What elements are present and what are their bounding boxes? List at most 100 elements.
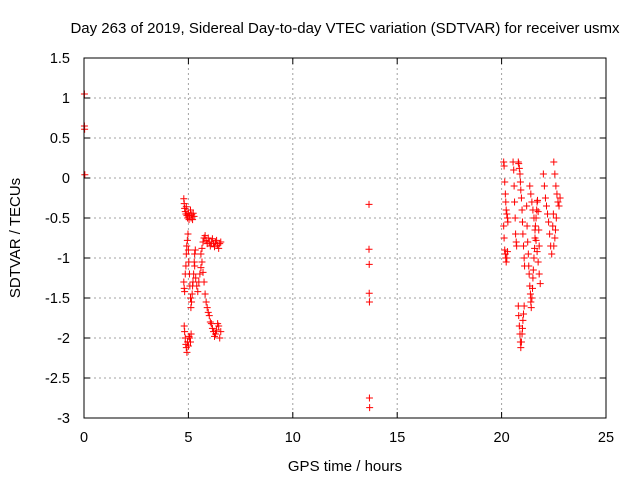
data-point <box>198 244 206 252</box>
data-point <box>544 210 552 218</box>
plot-frame <box>83 57 607 419</box>
data-point <box>197 264 205 272</box>
data-point <box>517 344 525 352</box>
y-tick-label: -2 <box>57 331 70 347</box>
chart-title: Day 263 of 2019, Sidereal Day-to-day VTE… <box>70 20 620 37</box>
data-point <box>211 243 218 251</box>
data-point <box>520 242 528 250</box>
data-point <box>194 288 202 296</box>
data-point <box>517 338 525 346</box>
data-point <box>534 208 542 216</box>
data-point <box>515 164 523 172</box>
data-point <box>213 236 221 244</box>
data-point <box>528 198 536 206</box>
data-point <box>541 194 549 202</box>
data-point <box>516 170 524 178</box>
data-point <box>365 289 373 297</box>
data-point <box>184 230 192 238</box>
grid <box>84 58 606 418</box>
data-point <box>504 218 512 226</box>
data-point <box>527 304 535 312</box>
data-point <box>553 190 561 198</box>
data-point <box>517 194 525 202</box>
y-axis-label: SDTVAR / TECUs <box>7 178 24 298</box>
data-point <box>556 194 564 202</box>
data-point <box>523 222 531 230</box>
data-point <box>217 328 225 336</box>
data-point <box>536 280 544 288</box>
data-point <box>545 218 553 226</box>
data-point <box>520 254 528 262</box>
data-point <box>181 288 189 296</box>
data-point <box>524 250 532 258</box>
data-point <box>365 260 373 268</box>
data-point <box>81 125 89 133</box>
y-tick-labels: -3 -2.5 -2 -1.5 -1 -0.5 0 0.5 1 1.5 <box>45 51 70 427</box>
data-point <box>549 222 557 230</box>
data-point <box>523 202 531 210</box>
data-point <box>514 302 522 310</box>
data-point <box>186 294 194 302</box>
data-point <box>548 250 556 258</box>
data-point <box>555 202 563 210</box>
data-points <box>80 90 564 412</box>
y-tick-label: -3 <box>57 411 70 427</box>
data-point <box>205 312 213 320</box>
data-point <box>186 338 194 346</box>
data-point <box>500 222 508 230</box>
data-point <box>365 200 373 208</box>
data-point <box>520 302 528 310</box>
data-point <box>215 244 223 252</box>
x-tick-label: 10 <box>285 430 301 446</box>
data-point <box>549 210 557 218</box>
data-point <box>190 212 198 220</box>
data-point <box>535 242 543 250</box>
data-point <box>501 190 509 198</box>
data-point <box>182 250 190 258</box>
data-point <box>204 234 212 242</box>
data-point <box>554 198 562 206</box>
data-point <box>207 320 215 328</box>
x-tick-label: 15 <box>389 430 405 446</box>
data-point <box>216 240 224 248</box>
data-point <box>203 304 211 312</box>
data-point <box>199 238 207 246</box>
data-point <box>208 235 216 243</box>
data-point <box>526 182 534 190</box>
data-point <box>184 246 192 254</box>
data-point <box>534 258 542 266</box>
data-point <box>534 196 542 204</box>
data-point <box>212 330 220 338</box>
data-point <box>196 270 204 278</box>
data-point <box>200 278 208 286</box>
data-point <box>181 328 189 336</box>
data-point <box>502 258 510 266</box>
data-point <box>197 250 205 258</box>
data-point <box>518 206 526 214</box>
data-point <box>503 254 511 262</box>
x-axis-label: GPS time / hours <box>288 458 402 475</box>
data-point <box>198 258 206 266</box>
data-point <box>190 270 198 278</box>
data-point <box>206 318 214 326</box>
data-point <box>550 242 558 250</box>
data-point <box>529 266 537 274</box>
data-point <box>550 158 558 166</box>
data-point <box>510 182 518 190</box>
x-tick-label: 0 <box>80 430 88 446</box>
data-point <box>208 324 216 332</box>
data-point <box>500 234 508 242</box>
data-point <box>188 290 196 298</box>
data-point <box>510 166 518 174</box>
data-point <box>204 308 212 316</box>
data-point <box>542 202 550 210</box>
data-point <box>525 262 533 270</box>
data-point <box>515 312 523 320</box>
data-point <box>365 245 373 253</box>
data-point <box>516 178 524 186</box>
data-point <box>365 298 373 306</box>
data-point <box>529 206 537 214</box>
data-point <box>191 250 199 258</box>
axis-ticks <box>83 57 607 419</box>
